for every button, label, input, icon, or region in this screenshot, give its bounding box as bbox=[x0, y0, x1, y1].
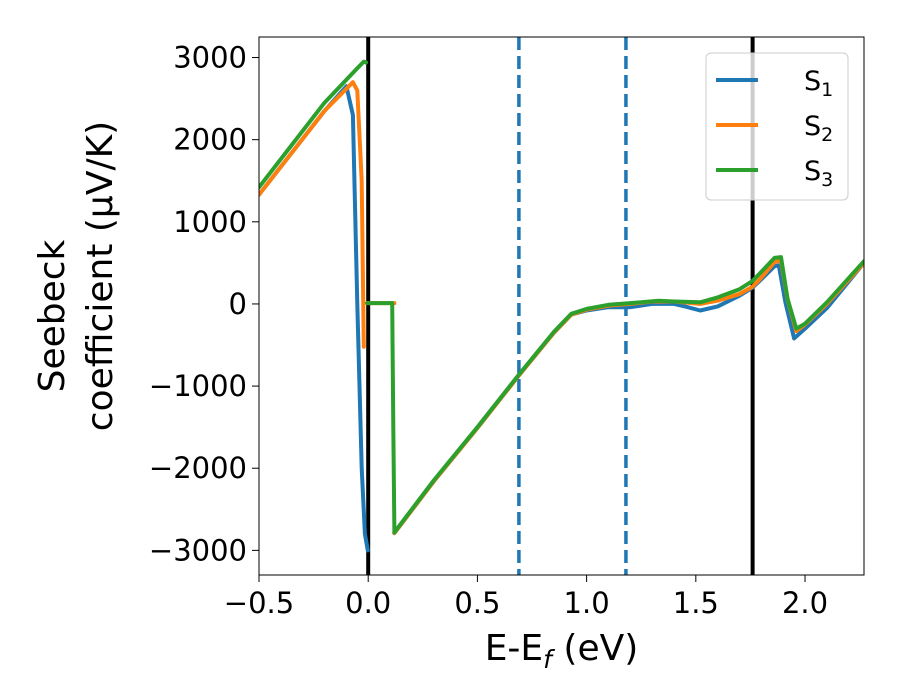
legend-label-s1: S1 bbox=[804, 66, 833, 101]
series-lines bbox=[259, 59, 864, 553]
legend-label-s2: S2 bbox=[804, 111, 833, 146]
series-s1-segment-0 bbox=[259, 84, 370, 553]
x-tick-label: 2.0 bbox=[782, 586, 828, 620]
legend-box bbox=[705, 52, 849, 201]
series-s2-segment-0 bbox=[259, 80, 366, 349]
x-tick-label: 0.5 bbox=[454, 586, 500, 620]
y-tick-label: −1000 bbox=[149, 369, 247, 403]
x-tick-label: 1.0 bbox=[564, 586, 610, 620]
series-s3-segment-1 bbox=[365, 301, 397, 535]
x-axis-label: E-Ef (eV) bbox=[485, 628, 639, 674]
y-axis-label-line1: Seebeck bbox=[32, 239, 73, 392]
y-tick-label: −2000 bbox=[149, 451, 247, 485]
x-tick-label: 1.5 bbox=[673, 586, 719, 620]
legend: S1 S2 S3 bbox=[705, 52, 849, 201]
series-s3-segment-0 bbox=[259, 59, 368, 190]
legend-label-s3: S3 bbox=[804, 156, 833, 191]
y-tick-label: 3000 bbox=[173, 41, 247, 75]
y-tick-label: 2000 bbox=[173, 123, 247, 157]
y-tick-label: 1000 bbox=[173, 205, 247, 239]
plot-frame bbox=[258, 36, 865, 576]
x-axis-ticks: −0.5 0.0 0.5 1.0 1.5 2.0 bbox=[224, 575, 828, 620]
y-axis-ticks: 3000 2000 1000 0 −1000 −2000 −3000 bbox=[149, 41, 259, 567]
x-tick-label: −0.5 bbox=[224, 586, 294, 620]
y-axis-label: Seebeck coefficient (μV/K) bbox=[32, 121, 121, 431]
y-tick-label: 0 bbox=[229, 287, 247, 321]
y-axis-label-line2: coefficient (μV/K) bbox=[80, 121, 121, 431]
x-tick-label: 0.0 bbox=[345, 586, 391, 620]
series-s3-segment-2 bbox=[392, 255, 864, 535]
y-tick-label: −3000 bbox=[149, 533, 247, 567]
